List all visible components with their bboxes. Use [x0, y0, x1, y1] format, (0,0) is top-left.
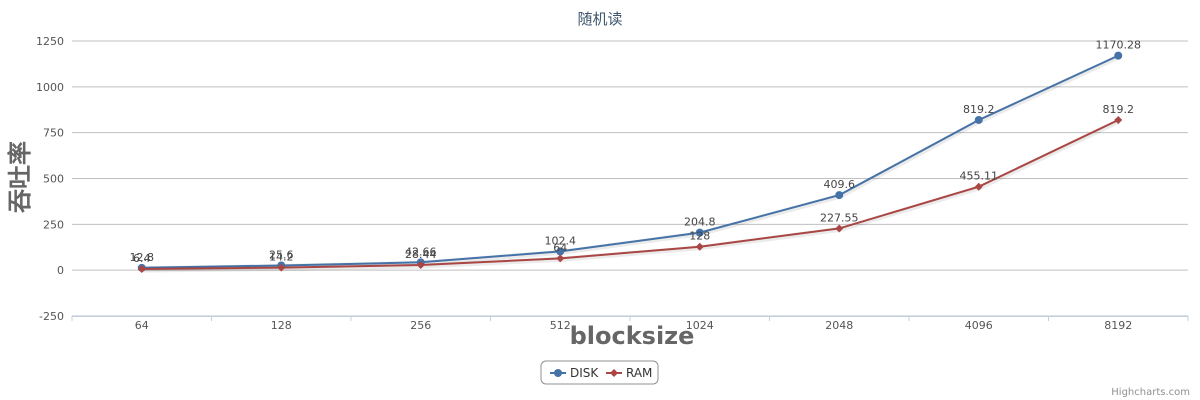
point-disk[interactable] — [556, 247, 565, 256]
series-line-disk — [141, 54, 1119, 269]
data-label: 6.4 — [133, 252, 151, 265]
series-line-shadow — [142, 54, 1121, 272]
y-tick-label: 250 — [43, 218, 64, 231]
data-labels: 12.8 25.6 42.66 102.4 204.8 409.6 819.2 1170.28… — [130, 39, 1142, 265]
legend-item-ram[interactable]: RAM — [606, 366, 652, 380]
y-tick-label: 0 — [57, 264, 64, 277]
point-disk[interactable] — [1114, 51, 1123, 60]
point-disk[interactable] — [835, 191, 844, 200]
legend-label: RAM — [626, 366, 652, 380]
grid — [72, 40, 1188, 317]
data-label: 819.2 — [963, 103, 995, 116]
series-line-shadow — [142, 118, 1121, 273]
legend-box — [540, 360, 659, 385]
point-ram[interactable] — [1114, 115, 1123, 124]
point-disk[interactable] — [695, 228, 704, 237]
legend: DISK RAM — [540, 360, 659, 385]
data-label: 227.55 — [820, 211, 859, 224]
point-ram[interactable] — [416, 260, 425, 269]
y-axis-title: 吞吐率 — [6, 141, 34, 213]
x-axis: 64 128 256 512 1024 2048 4096 8192 — [71, 316, 1189, 332]
legend-marker — [554, 369, 562, 377]
y-axis-ticks: -250 0 250 500 750 1000 1250 — [36, 35, 64, 323]
credits-link[interactable]: Highcharts.com — [1111, 387, 1190, 398]
point-ram[interactable] — [835, 224, 844, 233]
data-label: 409.6 — [824, 178, 856, 191]
series-line-ram — [141, 119, 1119, 270]
data-label: 25.6 — [269, 248, 294, 261]
point-ram[interactable] — [974, 182, 983, 191]
legend-item-disk[interactable]: DISK — [550, 366, 599, 380]
chart-title: 随机读 — [577, 10, 622, 28]
y-tick-label: 1250 — [36, 35, 64, 48]
data-label: 14.2 — [269, 251, 294, 264]
x-tick-label: 8192 — [1104, 319, 1132, 332]
x-tick-label: 4096 — [965, 319, 993, 332]
series-layer — [137, 51, 1123, 273]
point-ram[interactable] — [137, 264, 146, 273]
data-label: 1170.28 — [1096, 39, 1142, 52]
data-label: 28.44 — [405, 248, 437, 261]
x-axis-title: blocksize — [570, 322, 695, 350]
data-label: 128 — [689, 230, 710, 243]
data-label: 204.8 — [684, 216, 716, 229]
x-tick-label: 128 — [271, 319, 292, 332]
x-tick-label: 1024 — [686, 319, 714, 332]
data-label: 64 — [553, 241, 567, 254]
x-tick-label: 64 — [135, 319, 149, 332]
x-tick-label: 2048 — [825, 319, 853, 332]
data-label: 102.4 — [545, 234, 577, 247]
point-ram[interactable] — [556, 254, 565, 263]
data-label: 455.11 — [960, 170, 999, 183]
data-label: 42.66 — [405, 245, 437, 258]
y-tick-label: 500 — [43, 173, 64, 186]
data-label: 12.8 — [130, 251, 155, 264]
legend-label: DISK — [570, 366, 599, 380]
x-tick-label: 256 — [410, 319, 431, 332]
y-tick-label: 1000 — [36, 81, 64, 94]
legend-marker — [610, 369, 618, 377]
point-ram[interactable] — [277, 263, 286, 272]
point-ram[interactable] — [695, 242, 704, 251]
data-label: 819.2 — [1103, 103, 1135, 116]
point-disk[interactable] — [974, 115, 983, 124]
x-tick-label: 512 — [550, 319, 571, 332]
y-tick-label: -250 — [39, 310, 64, 323]
y-tick-label: 750 — [43, 127, 64, 140]
